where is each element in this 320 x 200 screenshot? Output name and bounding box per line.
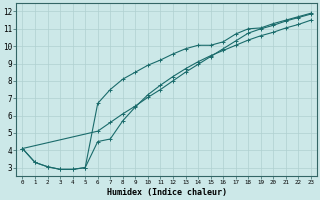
- X-axis label: Humidex (Indice chaleur): Humidex (Indice chaleur): [107, 188, 227, 197]
